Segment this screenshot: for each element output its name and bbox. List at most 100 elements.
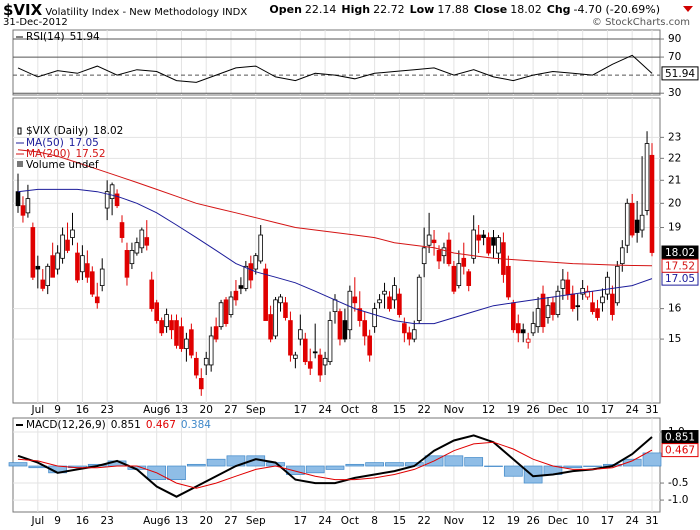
candle-body <box>35 265 41 270</box>
x-tick-label: 20 <box>200 404 213 416</box>
last-value: 0.467 <box>665 445 695 457</box>
legend-value: 0.384 <box>181 419 211 431</box>
candle-body <box>218 302 224 328</box>
legend-value: 17.05 <box>69 137 99 149</box>
legend-value: 0.467 <box>146 419 176 431</box>
ma-value: 17.52 <box>665 260 695 272</box>
candle-body <box>198 378 204 390</box>
x-tick-label: 12 <box>482 404 495 416</box>
candle-body <box>134 242 140 254</box>
candle-body <box>530 323 536 334</box>
legend-label: MA(50) <box>26 137 64 149</box>
y-tick-label: -1.0 <box>668 494 689 506</box>
candle-body <box>520 329 526 334</box>
candle-body <box>154 302 159 321</box>
candle-body <box>426 234 432 246</box>
candle-body <box>263 268 268 321</box>
x-tick-label: 10 <box>576 515 589 527</box>
histogram-bar <box>167 465 186 480</box>
candle-body <box>585 290 590 298</box>
candle-body <box>575 305 581 308</box>
candle-body <box>629 202 635 236</box>
histogram-bar <box>385 462 404 467</box>
histogram-bar <box>503 465 523 477</box>
candle-body <box>298 329 303 340</box>
histogram-bar <box>523 465 543 484</box>
x-tick-label: 12 <box>482 515 495 527</box>
x-tick-label: 17 <box>294 515 307 527</box>
candle-body <box>382 290 387 295</box>
candle-body <box>367 335 372 356</box>
x-tick-label: Oct <box>341 515 359 527</box>
candle-body <box>194 357 199 376</box>
candle-body <box>233 290 239 301</box>
candle-body <box>293 354 298 359</box>
candle-body <box>149 279 155 310</box>
candle-body <box>476 234 481 241</box>
candle-body <box>496 237 501 254</box>
histogram-bar <box>583 465 602 467</box>
x-tick-label: 8 <box>371 404 378 416</box>
legend-label: $VIX (Daily) <box>26 125 88 137</box>
histogram-bar <box>622 458 642 467</box>
candle-body <box>40 279 46 289</box>
legend-icon <box>17 161 23 167</box>
candle-body <box>392 285 397 301</box>
x-tick-label: 19 <box>507 515 520 527</box>
candle-body <box>20 205 26 216</box>
candle-body <box>248 263 254 281</box>
candle-body <box>580 288 585 295</box>
candle-body <box>189 329 194 356</box>
candle-body <box>436 250 442 262</box>
security-name: Volatility Index - New Methodology <box>45 7 220 18</box>
x-tick-label: 17 <box>294 404 307 416</box>
candle-body <box>397 293 402 315</box>
candle-body <box>15 191 21 207</box>
candle-body <box>45 265 51 286</box>
candle-body <box>634 219 640 233</box>
candle-body <box>94 296 100 304</box>
candle-body <box>511 302 516 331</box>
candle-body <box>258 234 264 262</box>
candle-body <box>649 154 655 253</box>
candle-body <box>540 293 546 328</box>
candle-body <box>555 290 561 315</box>
x-tick-label: 27 <box>224 404 237 416</box>
candle-body <box>228 296 234 315</box>
last-value-box <box>661 443 699 458</box>
candle-body <box>337 311 343 340</box>
candle-body <box>610 293 615 315</box>
panel-frame <box>12 29 661 96</box>
x-tick-label: 31 <box>645 404 658 416</box>
y-tick-label: 21 <box>668 174 681 186</box>
y-tick-label: 90 <box>668 33 681 45</box>
x-tick-label: 26 <box>526 515 540 527</box>
candle-body <box>50 255 55 278</box>
quote: Open 22.14 High 22.72 Low 17.88 Close 18.02 Chg -… <box>264 3 660 16</box>
candle-body <box>486 237 491 254</box>
credit: © StockCharts.com <box>591 17 690 28</box>
x-tick-label: 26 <box>526 404 540 416</box>
candle-body <box>288 320 293 356</box>
quote-label: Chg <box>546 3 571 16</box>
candle-body <box>283 302 288 318</box>
quote-label: Open <box>269 3 302 16</box>
candle-body <box>223 299 229 325</box>
x-tick-label: 9 <box>54 404 61 416</box>
moving-average <box>17 149 653 267</box>
x-tick-label: 24 <box>626 515 640 527</box>
y-tick-label: 20 <box>668 197 681 209</box>
candle-body <box>278 296 283 304</box>
x-tick-label: Dec <box>548 404 569 416</box>
candle-body <box>639 214 645 231</box>
last-value: 51.94 <box>665 68 695 80</box>
candle-body <box>545 305 551 318</box>
candle-body <box>619 247 625 265</box>
x-tick-label: 8 <box>371 515 378 527</box>
candle-body <box>179 326 184 350</box>
legend-label: Volume undef <box>26 159 99 171</box>
x-tick-label: Sep <box>246 515 266 527</box>
x-tick-label: Oct <box>341 404 359 416</box>
candle-body <box>570 293 576 310</box>
candle-body <box>184 338 189 350</box>
